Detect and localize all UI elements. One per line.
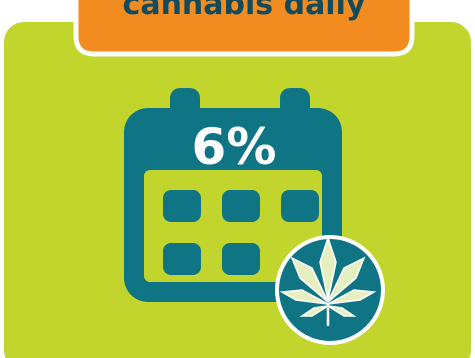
title-tab [73,0,415,57]
calendar-icon [124,88,342,302]
stat-value: 6% [192,118,277,176]
title: cannabis daily [123,0,366,22]
cannabis-badge [275,235,385,345]
